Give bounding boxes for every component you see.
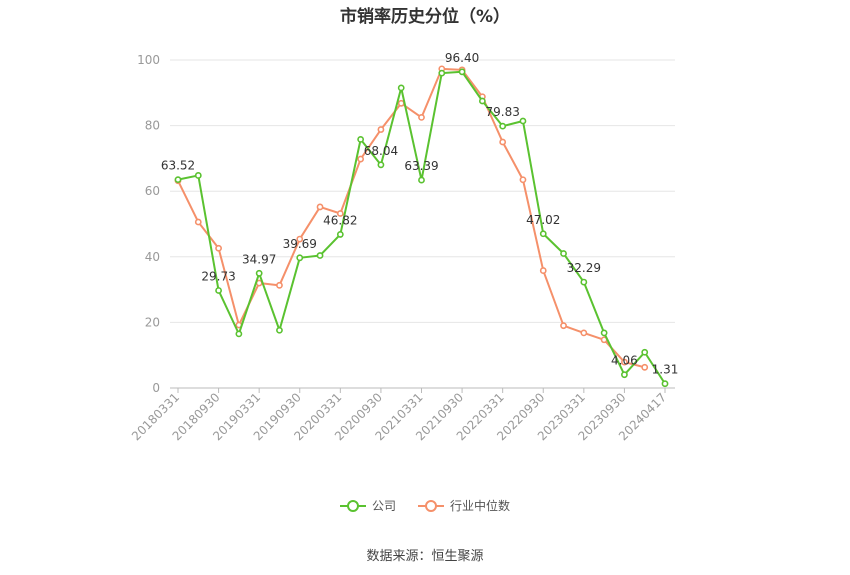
point-industry xyxy=(316,203,324,211)
point-industry xyxy=(621,358,628,366)
point-industry xyxy=(215,244,222,252)
data-label: 4.06 xyxy=(611,354,638,368)
point-company xyxy=(418,176,425,184)
point-company xyxy=(499,122,507,130)
point-company xyxy=(661,380,669,388)
data-label: 96.40 xyxy=(445,51,479,65)
point-industry xyxy=(397,99,405,107)
point-company xyxy=(377,161,385,169)
point-company xyxy=(336,231,344,238)
point-company xyxy=(621,371,628,379)
y-tick-label: 60 xyxy=(145,184,160,198)
source-note: 数据来源：恒生聚源 xyxy=(366,549,484,564)
point-company xyxy=(296,254,304,262)
legend-item-industry[interactable]: 行业中位数 xyxy=(418,497,510,514)
point-industry xyxy=(357,155,365,163)
data-label: 47.02 xyxy=(526,213,560,227)
legend-swatch-industry xyxy=(418,499,444,512)
legend-item-company[interactable]: 公司 xyxy=(339,497,396,514)
point-company xyxy=(215,287,222,294)
data-labels: 63.52 29.73 34.97 39.69 46.82 68.04 63.39 96.40… xyxy=(161,51,679,377)
point-industry xyxy=(641,363,649,371)
point-industry xyxy=(499,138,507,146)
y-tick-label: 100 xyxy=(137,53,160,67)
point-company xyxy=(438,69,446,77)
series-lines xyxy=(174,65,669,388)
data-label: 68.04 xyxy=(364,144,398,158)
legend-label-company: 公司 xyxy=(371,499,396,513)
data-label: 63.39 xyxy=(404,159,438,173)
point-industry xyxy=(560,322,567,330)
point-company xyxy=(458,68,466,76)
point-company xyxy=(397,84,405,92)
data-label: 46.82 xyxy=(323,213,357,227)
series-line-industry xyxy=(177,67,645,369)
point-company xyxy=(276,326,283,334)
point-company xyxy=(255,269,263,277)
data-label: 79.83 xyxy=(485,105,519,119)
y-tick-label: 20 xyxy=(145,315,160,329)
point-company xyxy=(641,348,649,356)
y-tick-label: 0 xyxy=(152,381,160,395)
legend-swatch-company xyxy=(339,499,366,512)
data-label: 34.97 xyxy=(242,252,276,266)
point-company xyxy=(194,172,202,179)
point-company xyxy=(235,330,243,338)
chart-title: 市销率历史分位（%） xyxy=(339,7,511,27)
data-label: 39.69 xyxy=(283,237,317,251)
legend: 公司 行业中位数 xyxy=(0,497,850,514)
data-label: 32.29 xyxy=(567,261,601,275)
point-industry xyxy=(336,210,344,217)
legend-label-industry: 行业中位数 xyxy=(450,499,511,513)
point-company xyxy=(539,230,547,238)
point-industry xyxy=(276,281,283,289)
point-industry xyxy=(377,126,385,133)
point-company xyxy=(174,176,182,184)
point-industry xyxy=(194,218,202,226)
point-industry xyxy=(418,114,425,121)
data-label: 63.52 xyxy=(161,159,195,173)
point-company xyxy=(600,329,608,337)
y-tick-label: 80 xyxy=(145,119,160,133)
point-industry xyxy=(519,176,527,184)
point-company xyxy=(580,278,588,286)
data-label: 1.31 xyxy=(652,363,679,377)
y-tick-label: 40 xyxy=(145,250,160,264)
point-company xyxy=(316,252,324,259)
point-industry xyxy=(539,267,547,274)
point-industry xyxy=(580,329,588,337)
data-label: 29.73 xyxy=(201,269,235,283)
point-company xyxy=(519,117,527,125)
point-company xyxy=(560,250,567,257)
point-industry xyxy=(296,235,304,243)
point-company xyxy=(357,135,365,143)
grid-lines xyxy=(170,59,675,323)
point-company xyxy=(478,97,486,105)
